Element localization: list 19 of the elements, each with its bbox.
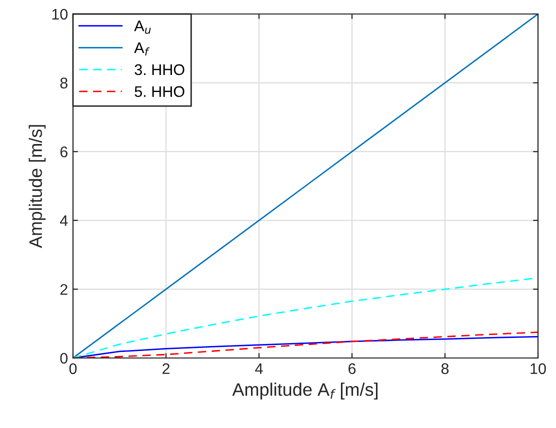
y-tick-label: 4 [60, 215, 68, 226]
y-axis-title: Amplitude [m/s] [28, 125, 46, 248]
y-tick-label: 10 [52, 8, 68, 20]
legend-label: 5. HHO [134, 86, 184, 97]
x-tick-label: 8 [441, 363, 449, 374]
legend-label: A$_{f}$ [134, 42, 150, 56]
x-axis-title: Amplitude A$_{f}$ [m/s] [232, 382, 378, 400]
line-series [73, 14, 538, 358]
y-tick-label: 6 [60, 146, 68, 158]
x-tick-label: 4 [255, 363, 263, 374]
y-tick-label: 0 [60, 352, 68, 364]
y-tick-label: 8 [60, 78, 68, 88]
x-tick-label: 2 [162, 363, 170, 374]
legend-label: A$_{u}$ [134, 20, 151, 34]
y-tick-label: 2 [60, 284, 68, 295]
x-tick-label: 6 [348, 363, 356, 374]
x-tick-label: 0 [69, 363, 77, 374]
x-tick-label: 10 [530, 363, 546, 374]
legend-label: 3. HHO [134, 64, 184, 76]
